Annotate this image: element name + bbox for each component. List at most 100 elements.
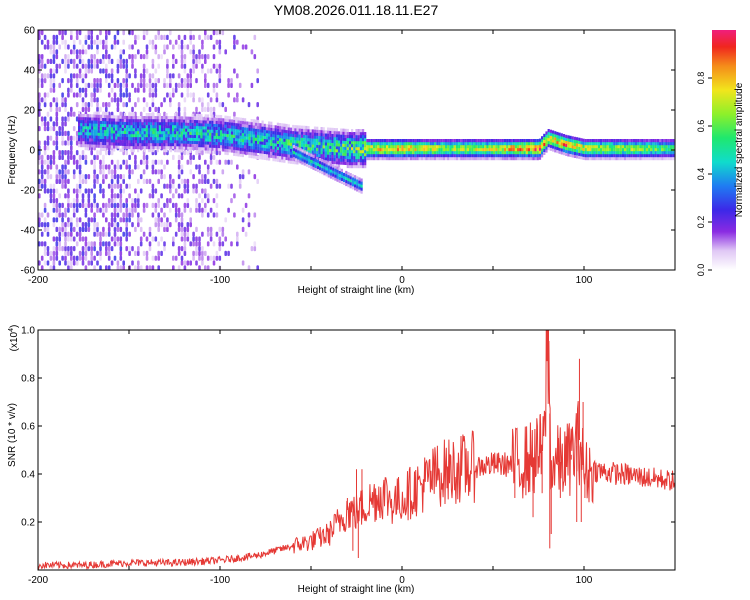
heatmap-cell xyxy=(281,156,284,160)
heatmap-cell xyxy=(215,123,218,127)
heatmap-cell xyxy=(176,119,179,123)
heatmap-cell xyxy=(254,125,258,129)
heatmap-cell xyxy=(388,145,391,149)
heatmap-cell xyxy=(241,169,245,175)
heatmap-cell xyxy=(193,134,196,138)
heatmap-cell xyxy=(650,154,653,158)
heatmap-cell xyxy=(198,123,201,127)
heatmap-cell xyxy=(366,154,369,158)
heatmap-cell xyxy=(667,142,670,146)
heatmap-cell xyxy=(359,129,362,133)
heatmap-cell xyxy=(580,144,583,148)
heatmap-cell xyxy=(125,150,128,156)
heatmap-cell xyxy=(97,135,100,139)
heatmap-cell xyxy=(99,207,102,213)
heatmap-cell xyxy=(123,145,127,149)
heatmap-cell xyxy=(93,120,96,124)
heatmap-cell xyxy=(192,44,195,50)
heatmap-cell xyxy=(230,143,234,147)
heatmap-cell xyxy=(90,250,93,256)
heatmap-cell xyxy=(336,166,339,170)
heatmap-cell xyxy=(645,157,649,161)
heatmap-cell xyxy=(458,151,461,155)
heatmap-cell xyxy=(128,125,131,129)
heatmap-cell xyxy=(160,169,163,175)
heatmap-cell xyxy=(166,44,169,50)
heatmap-cell xyxy=(106,130,109,134)
heatmap-cell xyxy=(75,150,79,156)
heatmap-cell xyxy=(309,144,312,148)
heatmap-cell xyxy=(122,231,125,237)
heatmap-cell xyxy=(84,159,88,165)
heatmap-cell xyxy=(130,137,133,141)
heatmap-cell xyxy=(204,250,207,256)
heatmap-cell xyxy=(84,106,88,112)
heatmap-cell xyxy=(151,212,155,218)
heatmap-cell xyxy=(121,121,124,125)
heatmap-cell xyxy=(521,142,524,146)
heatmap-cell xyxy=(307,132,310,136)
heatmap-cell xyxy=(436,148,439,152)
heatmap-cell xyxy=(128,92,131,98)
heatmap-cell xyxy=(220,121,223,125)
heatmap-cell xyxy=(141,125,144,129)
heatmap-cell xyxy=(116,236,120,242)
heatmap-cell xyxy=(519,157,522,161)
heatmap-cell xyxy=(309,147,312,151)
heatmap-cell xyxy=(104,147,107,152)
heatmap-cell xyxy=(157,226,160,232)
heatmap-cell xyxy=(107,169,111,175)
heatmap-cell xyxy=(213,144,216,148)
heatmap-cell xyxy=(226,151,229,156)
heatmap-cell xyxy=(632,148,635,152)
heatmap-cell xyxy=(128,44,131,50)
heatmap-cell xyxy=(573,136,576,140)
heatmap-cell xyxy=(172,178,175,184)
heatmap-cell xyxy=(150,122,153,126)
heatmap-cell xyxy=(569,144,572,148)
heatmap-cell xyxy=(38,126,41,132)
heatmap-cell xyxy=(656,145,659,149)
heatmap-cell xyxy=(490,142,493,146)
heatmap-cell xyxy=(336,169,339,173)
heatmap-cell xyxy=(250,143,253,147)
heatmap-cell xyxy=(451,154,454,158)
heatmap-cell xyxy=(91,126,94,130)
heatmap-cell xyxy=(412,148,415,152)
heatmap-cell xyxy=(64,174,67,180)
heatmap-cell xyxy=(244,118,247,122)
heatmap-cell xyxy=(158,143,161,147)
heatmap-cell xyxy=(209,135,212,139)
heatmap-cell xyxy=(573,145,576,149)
heatmap-cell xyxy=(355,159,358,163)
heatmap-cell xyxy=(340,134,343,138)
heatmap-cell xyxy=(543,136,546,140)
heatmap-cell xyxy=(358,177,361,181)
heatmap-cell xyxy=(108,130,111,134)
heatmap-cell xyxy=(471,139,474,143)
y-tick-label: 1.0 xyxy=(21,326,35,337)
heatmap-cell xyxy=(67,236,70,242)
snr-plot-area xyxy=(38,330,675,570)
heatmap-cell xyxy=(357,159,360,163)
heatmap-cell xyxy=(142,207,146,213)
heatmap-cell xyxy=(259,153,262,157)
heatmap-cell xyxy=(632,154,635,158)
heatmap-cell xyxy=(407,157,410,161)
heatmap-cell xyxy=(52,159,56,165)
snr-scale-factor: (x104) xyxy=(8,325,20,352)
heatmap-cell xyxy=(427,145,430,149)
heatmap-cell xyxy=(342,140,345,144)
heatmap-cell xyxy=(102,126,105,130)
heatmap-cell xyxy=(327,127,330,131)
heatmap-cell xyxy=(514,157,517,161)
heatmap-cell xyxy=(279,159,282,163)
heatmap-cell xyxy=(150,140,153,144)
heatmap-cell xyxy=(206,241,210,247)
heatmap-cell xyxy=(519,148,522,152)
heatmap-cell xyxy=(67,169,70,175)
heatmap-cell xyxy=(248,127,251,131)
heatmap-cell xyxy=(394,151,397,155)
